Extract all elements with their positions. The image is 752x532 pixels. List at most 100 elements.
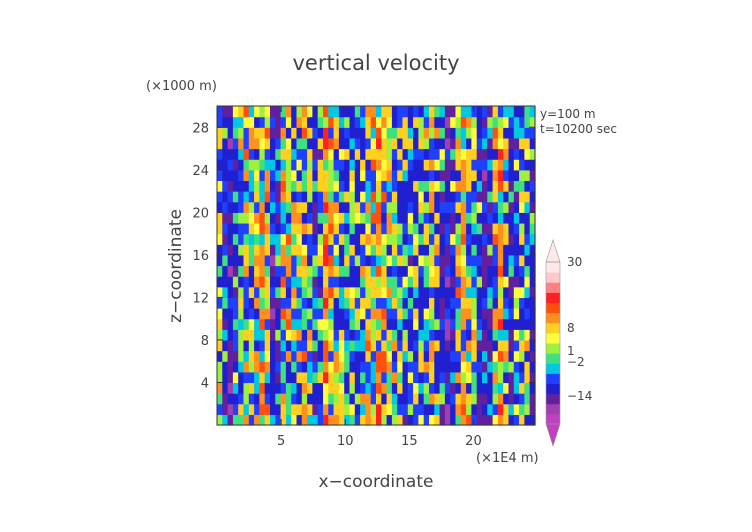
heatmap-cell [291,137,298,150]
heatmap-cell [444,265,451,277]
heatmap-cell [487,127,494,139]
heatmap-cell [291,116,298,128]
heatmap-cell [391,414,398,426]
heatmap-cell [487,244,494,256]
heatmap-cell [296,393,303,405]
heatmap-cell [376,371,382,384]
heatmap-cell [497,148,504,160]
heatmap-cell [312,222,319,235]
heatmap-cell [323,180,329,192]
heatmap-cell [222,212,229,224]
heatmap-cell [270,393,276,405]
heatmap-cell [524,254,531,267]
heatmap-cell [349,244,356,256]
heatmap-cell [466,393,472,405]
heatmap-cell [513,308,520,320]
heatmap-cell [492,318,499,330]
heatmap-cell [413,403,419,415]
heatmap-cell [471,265,478,277]
heatmap-cell [391,233,398,245]
heatmap-cell [429,414,435,426]
heatmap-cell [434,329,441,341]
heatmap-cell [508,159,515,171]
heatmap-cell [529,361,536,373]
heatmap-cell [503,371,510,384]
heatmap-cell [328,371,335,384]
heatmap-cell [497,286,504,298]
heatmap-cell [365,201,372,213]
heatmap-cell [285,212,292,224]
heatmap-cell [429,116,435,128]
heatmap-cell [429,265,435,277]
heatmap-cell [328,382,335,394]
heatmap-cell [243,361,250,373]
heatmap-cell [407,308,414,320]
heatmap-cell [423,106,430,118]
heatmap-cell [238,212,245,224]
heatmap-cell [487,276,494,288]
heatmap-cell [222,276,229,288]
heatmap-cell [365,318,372,330]
heatmap-cell [508,297,515,309]
heatmap-cell [429,350,435,362]
heatmap-cell [513,127,520,139]
heatmap-cell [280,371,287,384]
heatmap-cell [259,276,266,288]
heatmap-cell [328,201,335,213]
heatmap-cell [354,286,361,298]
heatmap-cell [296,180,303,192]
heatmap-cell [391,371,398,384]
heatmap-cell [338,212,345,224]
heatmap-cell [391,361,398,373]
heatmap-cell [259,106,266,118]
heatmap-cell [317,350,324,362]
heatmap-cell [275,191,282,203]
heatmap-cell [280,201,287,213]
heatmap-cell [503,159,510,171]
heatmap-cell [434,393,441,405]
heatmap-cell [444,329,451,341]
heatmap-cell [365,276,372,288]
heatmap-cell [349,191,356,203]
heatmap-cell [376,127,382,139]
heatmap-cell [407,414,414,426]
heatmap-cell [328,403,335,415]
heatmap-cell [291,276,298,288]
heatmap-cell [434,403,441,415]
heatmap-cell [513,148,520,160]
heatmap-cell [508,308,515,320]
heatmap-cell [381,414,388,426]
heatmap-cell [497,308,504,320]
heatmap-cell [333,361,340,373]
heatmap-cell [524,339,531,352]
heatmap-cell [439,233,446,245]
heatmap-cell [254,361,260,373]
heatmap-cell [471,254,478,267]
heatmap-cell [508,382,515,394]
heatmap-cell [217,361,223,373]
heatmap-cell [487,318,494,330]
heatmap-cell [270,361,276,373]
heatmap-cell [429,244,435,256]
heatmap-cell [529,233,536,245]
heatmap-cell [476,339,483,352]
heatmap-cell [270,414,276,426]
heatmap-cell [471,159,478,171]
heatmap-cell [402,254,409,267]
heatmap-cell [238,308,245,320]
heatmap-cell [402,116,409,128]
heatmap-cell [376,297,382,309]
heatmap-cell [487,148,494,160]
heatmap-cell [529,382,536,394]
heatmap-cell [232,382,239,394]
heatmap-cell [275,212,282,224]
heatmap-cell [360,159,366,171]
heatmap-cell [450,106,457,118]
heatmap-cell [460,393,467,405]
heatmap-cell [301,180,308,192]
heatmap-cell [354,318,361,330]
heatmap-cell [418,191,425,203]
heatmap-cell [301,116,308,128]
heatmap-cell [280,180,287,192]
heatmap-cell [386,127,393,139]
